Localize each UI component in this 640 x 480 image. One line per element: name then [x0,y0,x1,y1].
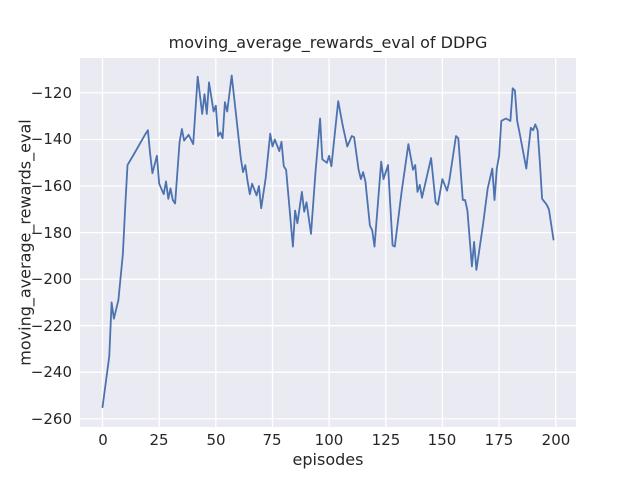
y-tick-label: −260 [30,410,72,428]
x-tick-label: 125 [371,431,401,449]
y-tick-label: −120 [30,84,72,102]
plot-area [80,58,576,427]
plot-canvas [80,58,576,427]
x-tick-label: 0 [98,431,108,449]
chart-title: moving_average_rewards_eval of DDPG [168,33,488,52]
x-tick-label: 75 [262,431,282,449]
y-tick-label: −160 [30,177,72,195]
plot-panel [80,58,576,427]
y-axis-label: moving_average_rewards_eval [15,119,35,366]
gridlines [80,58,576,427]
x-tick-label: 50 [206,431,226,449]
x-tick-label: 200 [541,431,571,449]
x-tick-label: 100 [314,431,344,449]
y-tick-label: −200 [30,270,72,288]
y-tick-label: −180 [30,224,72,242]
x-tick-label: 175 [484,431,514,449]
y-tick-label: −240 [30,363,72,381]
x-tick-label: 25 [149,431,169,449]
x-tick-label: 150 [427,431,457,449]
y-tick-label: −140 [30,130,72,148]
reward-line [101,74,555,409]
x-axis-label: episodes [292,450,364,469]
y-tick-label: −220 [30,317,72,335]
